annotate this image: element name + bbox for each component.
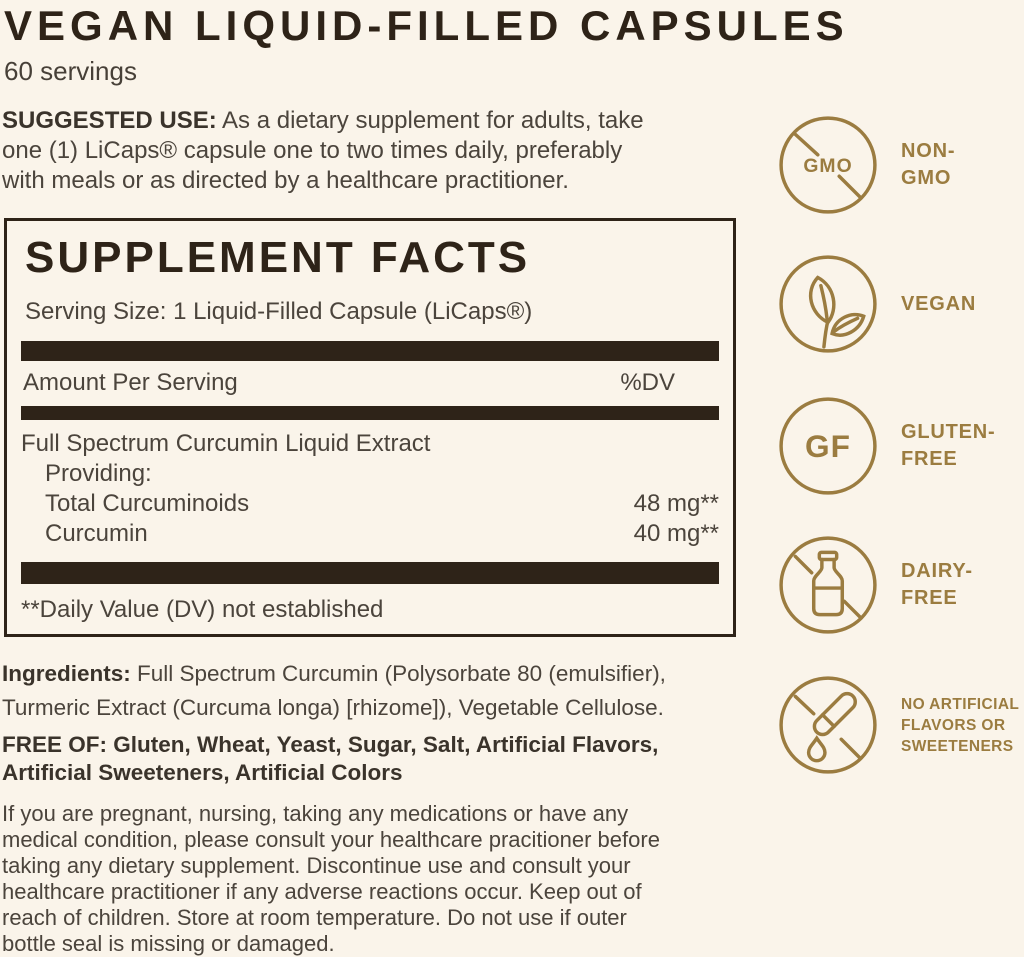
ingredients-text: Full Spectrum Curcumin (Polysorbate 80 (… [2, 661, 666, 720]
table-row: Full Spectrum Curcumin Liquid Extract [21, 429, 719, 459]
facts-rows: Full Spectrum Curcumin Liquid Extract Pr… [21, 429, 719, 549]
free-of-label: FREE OF: [2, 732, 107, 757]
gluten-free-icon: GF [779, 397, 877, 495]
serving-size: Serving Size: 1 Liquid-Filled Capsule (L… [25, 298, 533, 325]
free-of-text: Gluten, Wheat, Yeast, Sugar, Salt, Artif… [2, 732, 659, 785]
supplement-facts-title: SUPPLEMENT FACTS [25, 233, 531, 282]
badge-label: NON- GMO [901, 140, 956, 189]
dv-footnote: **Daily Value (DV) not established [21, 596, 384, 623]
badge-non-gmo: GMO NON- GMO [777, 114, 1023, 216]
ingredient-name: Full Spectrum Curcumin Liquid Extract [21, 430, 431, 457]
badge-label: VEGAN [901, 292, 977, 315]
dairy-free-milk-bottle-icon [779, 536, 877, 634]
amount-per-serving-header: Amount Per Serving [23, 369, 238, 396]
divider-bar-thick [21, 341, 719, 361]
suggested-use-label: SUGGESTED USE: [2, 107, 217, 134]
percent-dv-header: %DV [620, 369, 675, 396]
table-row: Total Curcuminoids 48 mg** [21, 489, 719, 519]
warning-paragraph: If you are pregnant, nursing, taking any… [2, 801, 660, 956]
badge-label: DAIRY- FREE [901, 560, 973, 609]
table-row: Providing: [21, 459, 719, 489]
free-of-paragraph: FREE OF: Gluten, Wheat, Yeast, Sugar, Sa… [2, 731, 762, 787]
servings-count: 60 servings [4, 56, 137, 86]
divider-bar-thick [21, 562, 719, 584]
non-gmo-icon: GMO [779, 116, 877, 214]
badge-dairy-free: DAIRY- FREE [777, 534, 1023, 636]
vegan-leaf-icon [779, 255, 877, 353]
gf-circle-text: GF [805, 428, 851, 464]
ingredients-label: Ingredients: [2, 661, 131, 686]
suggested-use-text: As a dietary supplement for adults, take… [2, 107, 644, 194]
badge-vegan: VEGAN [777, 253, 1023, 355]
facts-column-headers: Amount Per Serving %DV [21, 361, 719, 406]
gmo-circle-text: GMO [803, 155, 852, 177]
badge-gluten-free: GF GLUTEN- FREE [777, 395, 1023, 497]
product-title: VEGAN LIQUID-FILLED CAPSULES [4, 2, 849, 49]
badge-no-artificial: NO ARTIFICIAL FLAVORS OR SWEETENERS [777, 674, 1023, 776]
suggested-use-paragraph: SUGGESTED USE: As a dietary supplement f… [2, 106, 750, 196]
ingredients-paragraph: Ingredients: Full Spectrum Curcumin (Pol… [2, 657, 762, 725]
table-row: Curcumin 40 mg** [21, 519, 719, 549]
ingredient-name: Providing: [45, 460, 152, 487]
badge-label: GLUTEN- FREE [901, 421, 996, 470]
no-artificial-dropper-icon [779, 676, 877, 774]
ingredient-name: Curcumin [45, 520, 148, 547]
ingredient-amount: 48 mg** [633, 490, 719, 517]
supplement-facts-panel: SUPPLEMENT FACTS Serving Size: 1 Liquid-… [4, 218, 736, 637]
divider-bar-thin [21, 406, 719, 420]
badge-label: NO ARTIFICIAL FLAVORS OR SWEETENERS [901, 695, 1020, 755]
ingredient-name: Total Curcuminoids [45, 490, 250, 517]
ingredient-amount: 40 mg** [633, 520, 719, 547]
